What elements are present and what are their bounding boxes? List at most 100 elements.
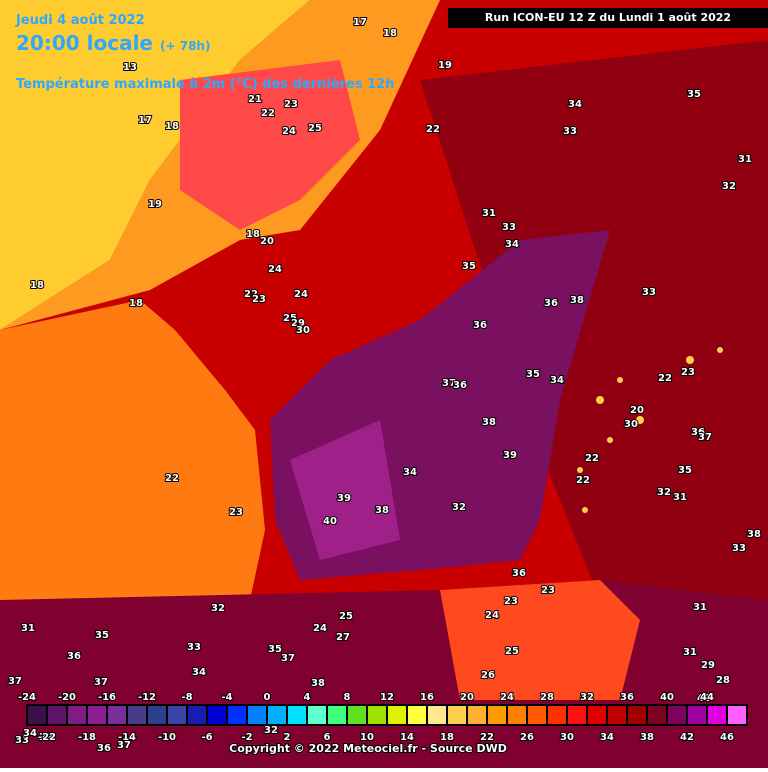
temperature-label: 35 <box>678 465 692 476</box>
scale-swatch <box>628 706 646 724</box>
temperature-label: 40 <box>697 693 711 704</box>
map-title: Température maximale à 2m (°C) des derni… <box>16 77 394 92</box>
scale-tick-label: -2 <box>241 732 252 743</box>
temperature-label: 34 <box>505 239 519 250</box>
scale-tick-label: 10 <box>360 732 374 743</box>
scale-swatch <box>388 706 406 724</box>
scale-swatch <box>648 706 666 724</box>
run-box <box>448 8 768 28</box>
mediterranean <box>440 580 640 700</box>
temperature-label: 38 <box>482 417 496 428</box>
temperature-label: 20 <box>630 405 644 416</box>
run-info: Run ICON-EU 12 Z du Lundi 1 août 2022 <box>485 11 731 24</box>
scale-tick-label: 12 <box>380 692 394 703</box>
temperature-label: 35 <box>687 89 701 100</box>
temperature-label: 26 <box>481 670 495 681</box>
temperature-label: 35 <box>95 630 109 641</box>
temperature-label: 33 <box>563 126 577 137</box>
scale-swatch <box>368 706 386 724</box>
scale-tick-label: 26 <box>520 732 534 743</box>
temperature-label: 37 <box>94 677 108 688</box>
temperature-label: 22 <box>426 124 440 135</box>
scale-tick-label: 32 <box>580 692 594 703</box>
temperature-label: 18 <box>383 28 397 39</box>
scale-swatch <box>148 706 166 724</box>
scale-swatch <box>468 706 486 724</box>
temperature-label: 20 <box>260 236 274 247</box>
temperature-label: 35 <box>526 369 540 380</box>
temperature-label: 19 <box>148 199 162 210</box>
scale-swatch <box>288 706 306 724</box>
temperature-label: 32 <box>657 487 671 498</box>
atlantic <box>0 300 265 600</box>
scale-tick-label: -16 <box>98 692 116 703</box>
temperature-label: 29 <box>291 318 305 329</box>
scale-swatch <box>68 706 86 724</box>
temperature-label: 32 <box>211 603 225 614</box>
scale-swatch <box>128 706 146 724</box>
scale-tick-label: 24 <box>500 692 514 703</box>
temperature-label: 31 <box>693 602 707 613</box>
scale-tick-label: -8 <box>181 692 192 703</box>
temperature-label: 27 <box>336 632 350 643</box>
temperature-label: 18 <box>129 298 143 309</box>
scale-tick-label: 6 <box>324 732 331 743</box>
scale-tick-label: 22 <box>480 732 494 743</box>
temperature-label: 22 <box>165 473 179 484</box>
temperature-label: 36 <box>512 568 526 579</box>
lead-time: (+ 78h) <box>160 39 210 53</box>
france-hottest <box>290 420 400 560</box>
temperature-label: 34 <box>550 375 564 386</box>
scale-swatch <box>28 706 46 724</box>
temperature-label: 32 <box>452 502 466 513</box>
temperature-label: 23 <box>541 585 555 596</box>
temperature-label: 36 <box>453 380 467 391</box>
temperature-label: 22 <box>244 289 258 300</box>
temperature-label: 37 <box>281 653 295 664</box>
scale-tick-label: -24 <box>18 692 36 703</box>
temperature-label: 24 <box>313 623 327 634</box>
temperature-label: 37 <box>117 740 131 751</box>
temperature-label: 30 <box>624 419 638 430</box>
temperature-label: 31 <box>683 647 697 658</box>
scale-tick-label: 30 <box>560 732 574 743</box>
scale-tick-label: -22 <box>38 732 56 743</box>
scale-tick-label: 46 <box>720 732 734 743</box>
scale-swatch <box>568 706 586 724</box>
north-sea <box>0 0 310 330</box>
scale-tick-label: -12 <box>138 692 156 703</box>
temperature-label: 31 <box>673 492 687 503</box>
temperature-label: 31 <box>738 154 752 165</box>
scale-swatch <box>428 706 446 724</box>
temperature-label: 36 <box>67 651 81 662</box>
time: 20:00 locale <box>16 31 153 55</box>
temperature-label: 31 <box>482 208 496 219</box>
scale-swatch <box>328 706 346 724</box>
temperature-label: 36 <box>544 298 558 309</box>
date: Jeudi 4 août 2022 <box>15 13 145 28</box>
scale-tick-label: -4 <box>221 692 232 703</box>
scale-swatch <box>508 706 526 724</box>
temperature-label: 24 <box>294 289 308 300</box>
scale-swatch <box>108 706 126 724</box>
scale-swatch <box>548 706 566 724</box>
temperature-label: 18 <box>30 280 44 291</box>
scale-swatch <box>408 706 426 724</box>
scale-tick-label: 20 <box>460 692 474 703</box>
temperature-label: 33 <box>732 543 746 554</box>
temperature-label: 21 <box>248 94 262 105</box>
temperature-label: 23 <box>284 99 298 110</box>
temperature-label: 34 <box>403 467 417 478</box>
temperature-label: 29 <box>701 660 715 671</box>
temperature-label: 38 <box>747 529 761 540</box>
temperature-label: 25 <box>308 123 322 134</box>
temperature-label: 25 <box>339 611 353 622</box>
temperature-label: 34 <box>23 728 37 739</box>
scale-swatch <box>588 706 606 724</box>
temperature-label: 18 <box>165 121 179 132</box>
temperature-label: 37 <box>442 378 456 389</box>
scale-swatch <box>248 706 266 724</box>
temperature-label: 25 <box>283 313 297 324</box>
scale-swatch <box>188 706 206 724</box>
